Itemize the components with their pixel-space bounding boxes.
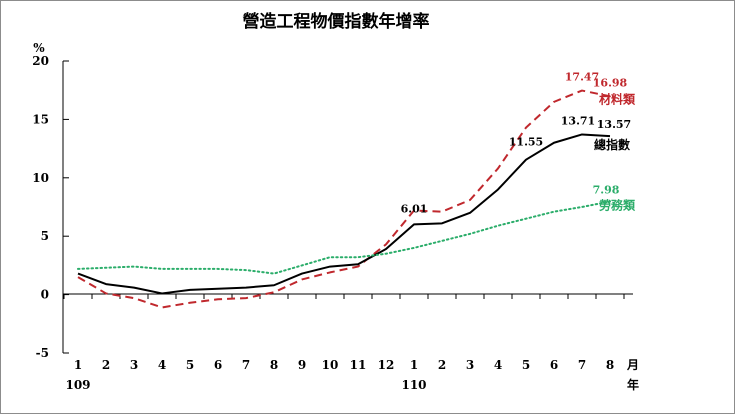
series-lines [77,89,611,309]
x-tick-label: 7 [242,358,250,372]
data-label: 7.98 [593,183,620,196]
y-tick-label: 20 [32,54,49,68]
x-year-label: 109 [65,378,90,392]
series-line [77,200,611,275]
series-line [77,89,611,309]
x-axis-unit-month: 月 [626,358,639,372]
x-tick-label: 9 [298,358,306,372]
series-name-label: 勞務類 [599,197,636,212]
data-label: 11.55 [509,136,543,149]
data-label: 6.01 [401,202,428,215]
x-tick-label: 8 [270,358,278,372]
series-name-label: 材料類 [598,91,636,106]
y-tick-label: 15 [32,112,49,126]
y-tick-label: 5 [41,229,49,243]
x-tick-label: 4 [158,358,166,372]
series-name-label: 總指數 [594,137,630,152]
data-label: 13.57 [597,118,631,131]
chart-title: 營造工程物價指數年增率 [243,11,430,32]
y-axis-ticks: -5 0 5 10 15 20 [32,54,69,360]
y-tick-label: 10 [32,171,49,185]
x-year-label: 110 [401,378,426,392]
x-tick-label: 6 [550,358,558,372]
x-tick-label: 8 [606,358,614,372]
x-tick-label: 5 [186,358,194,372]
x-axis-unit-year: 年 [627,377,639,392]
x-tick-label: 1 [74,358,82,372]
x-tick-label: 1 [410,358,418,372]
x-tick-label: 3 [466,358,474,372]
x-tick-label: 12 [378,358,395,372]
y-tick-label: -5 [36,346,49,360]
data-label: 16.98 [593,76,628,89]
x-tick-label: 4 [494,358,502,372]
data-label: 17.47 [565,71,599,84]
series-line [77,133,611,295]
x-tick-label: 3 [130,358,138,372]
y-axis-unit: % [33,41,45,55]
x-tick-label: 2 [102,358,110,372]
x-tick-label: 7 [578,358,586,372]
y-tick-label: 0 [41,288,49,302]
x-tick-label: 2 [438,358,446,372]
x-tick-label: 11 [350,358,367,372]
x-tick-label: 6 [214,358,222,372]
x-tick-label: 5 [522,358,530,372]
data-label: 13.71 [561,114,595,127]
x-tick-label: 10 [322,358,339,372]
